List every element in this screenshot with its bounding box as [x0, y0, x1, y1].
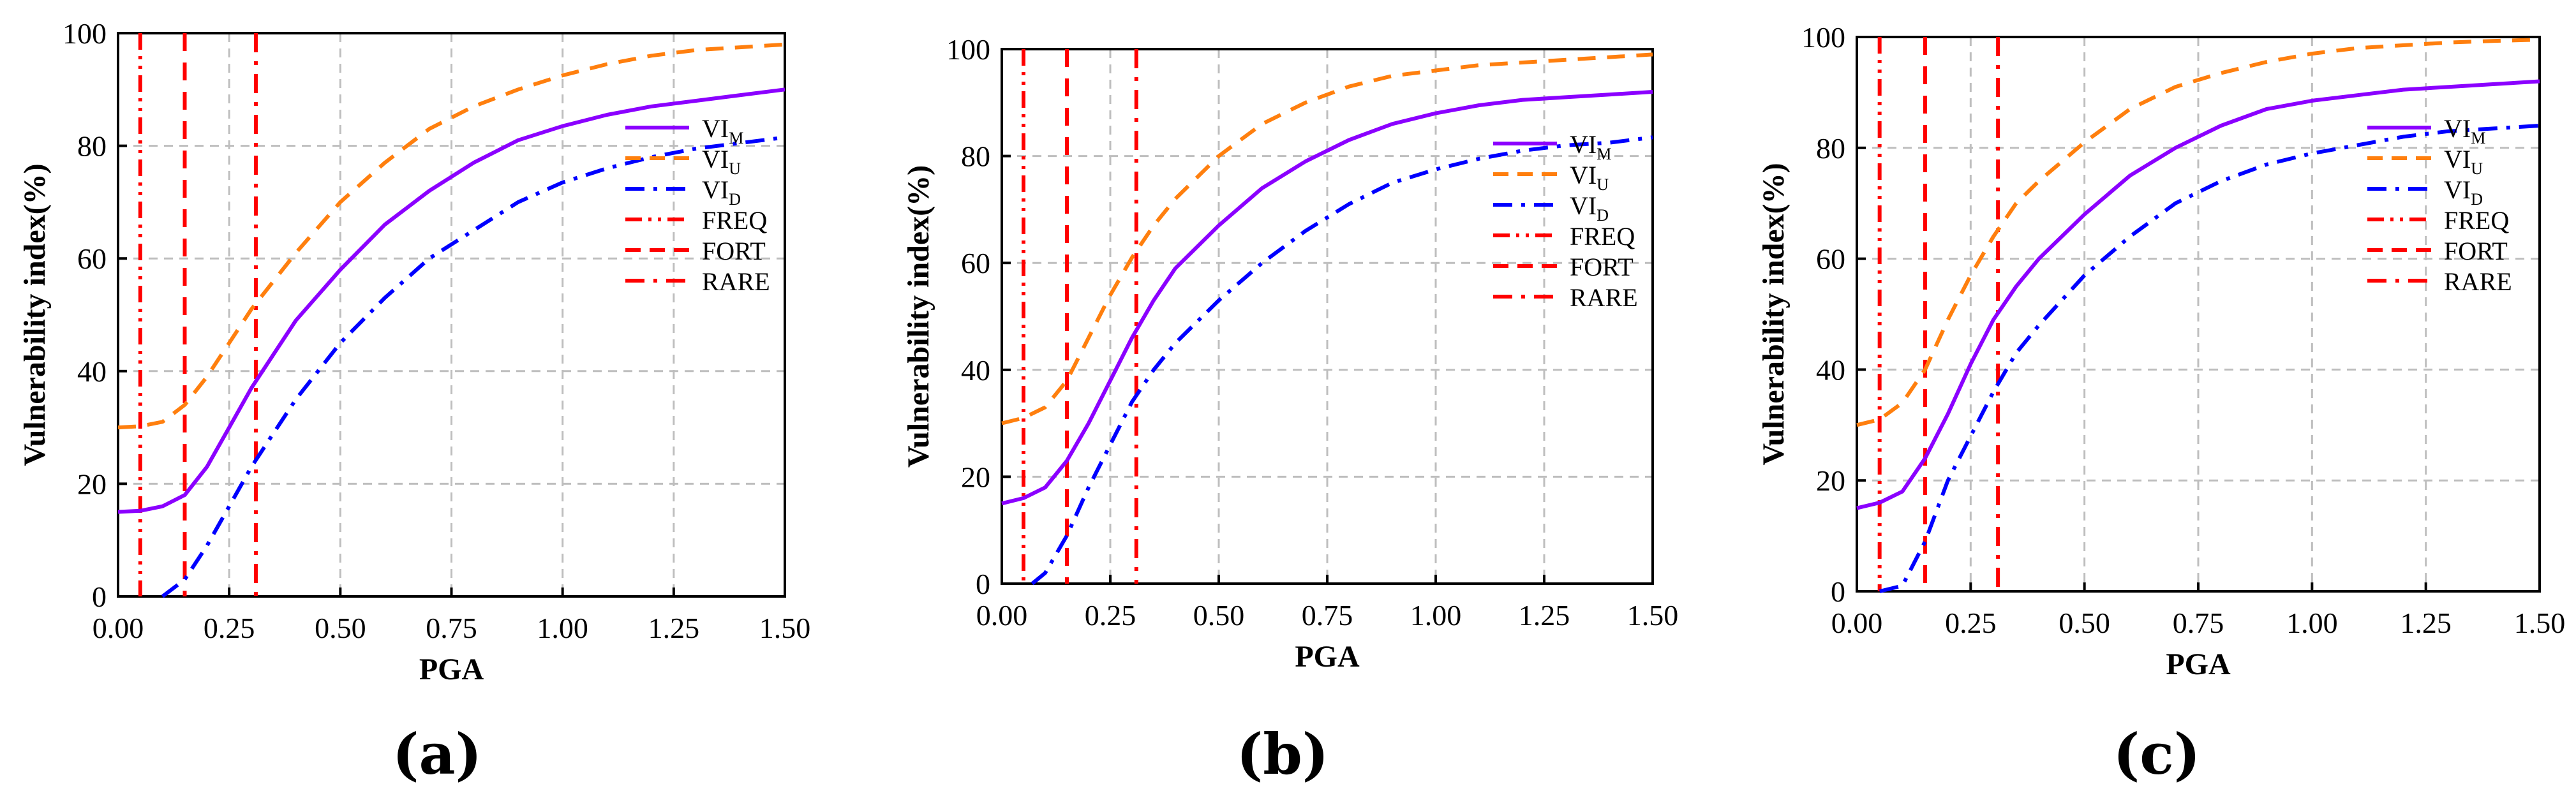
x-tick-label: 0.50 — [1193, 599, 1245, 631]
y-tick-label: 80 — [961, 140, 990, 173]
legend-label-vi-m: VIM — [702, 114, 743, 147]
legend-label-vi-d: VID — [702, 175, 741, 209]
legend-label-rare: RARE — [1570, 283, 1638, 312]
legend-label-fort: FORT — [702, 237, 766, 265]
y-tick-label: 0 — [1831, 575, 1845, 608]
legend-label-fort: FORT — [2444, 237, 2508, 265]
x-tick-label: 0.50 — [2059, 607, 2110, 639]
x-tick-label: 1.25 — [1519, 599, 1570, 631]
series-line-vi-u — [117, 42, 785, 430]
y-tick-label: 20 — [77, 468, 107, 500]
y-tick-label: 40 — [77, 355, 107, 388]
x-tick-label: 1.50 — [2514, 607, 2566, 639]
x-tick-label: 1.00 — [537, 612, 588, 644]
legend-label-freq: FREQ — [2444, 206, 2509, 235]
chart-panel-a: 0.00 0.25 0.50 0.75 1.00 1.25 1.50 0 20 40 60 80 100… — [0, 0, 842, 805]
x-tick-label: 0.00 — [93, 612, 144, 644]
legend-label-vi-d: VID — [2444, 175, 2483, 209]
y-tick-label: 80 — [1816, 132, 1845, 165]
x-tick-label: 0.00 — [976, 599, 1028, 631]
panel-label-c: (c) — [2113, 721, 2201, 787]
x-tick-label: 0.75 — [1302, 599, 1353, 631]
y-tick-label: 60 — [1816, 243, 1845, 276]
legend-label-freq: FREQ — [1570, 222, 1635, 251]
legend-label-rare: RARE — [2444, 267, 2512, 296]
y-tick-label: 0 — [976, 568, 990, 600]
chart-svg-b: 0.00 0.25 0.50 0.75 1.00 1.25 1.50 0 20 40 60 80 100… — [902, 33, 1679, 674]
y-tick-label: 40 — [961, 354, 990, 387]
series-line-vi-d — [1879, 124, 2540, 593]
chart-panel-c: 0.00 0.25 0.50 0.75 1.00 1.25 1.50 0 20 40 60 80 100… — [1729, 0, 2576, 805]
y-tick-label: 20 — [1816, 464, 1845, 497]
x-tick-label: 0.50 — [315, 612, 366, 644]
y-axis-label: Vulnerability index(%) — [902, 165, 935, 468]
y-tick-label: 100 — [1801, 21, 1845, 54]
x-tick-label: 1.50 — [759, 612, 811, 644]
y-tick-label: 0 — [92, 580, 107, 613]
y-tick-label: 80 — [77, 130, 107, 163]
x-tick-label: 1.00 — [2286, 607, 2338, 639]
x-tick-label: 1.25 — [648, 612, 700, 644]
legend-label-vi-m: VIM — [2444, 114, 2485, 147]
series-line-vi-u — [1001, 52, 1653, 425]
x-axis-label: PGA — [2166, 647, 2231, 681]
y-tick-label: 60 — [961, 247, 990, 279]
x-tick-label: 1.50 — [1627, 599, 1679, 631]
panel-label-b: (b) — [1236, 721, 1329, 787]
chart-svg-a: 0.00 0.25 0.50 0.75 1.00 1.25 1.50 0 20 40 60 80 100… — [18, 17, 811, 686]
series-line-vi-m — [117, 87, 785, 514]
y-tick-label: 20 — [961, 461, 990, 493]
legend-label-vi-u: VIU — [702, 145, 741, 178]
legend-label-vi-u: VIU — [1570, 161, 1609, 194]
y-tick-label: 100 — [946, 33, 990, 66]
chart-svg-c: 0.00 0.25 0.50 0.75 1.00 1.25 1.50 0 20 40 60 80 100… — [1757, 21, 2566, 681]
legend-label-vi-d: VID — [1570, 191, 1609, 225]
x-tick-label: 0.25 — [204, 612, 255, 644]
legend-label-vi-u: VIU — [2444, 145, 2483, 178]
legend-label-freq: FREQ — [702, 206, 767, 235]
x-axis-label: PGA — [1295, 640, 1360, 674]
legend-label-vi-m: VIM — [1570, 130, 1611, 163]
x-tick-label: 1.00 — [1410, 599, 1462, 631]
y-tick-label: 40 — [1816, 353, 1845, 386]
x-tick-label: 0.00 — [1831, 607, 1883, 639]
x-tick-label: 1.25 — [2400, 607, 2452, 639]
x-tick-label: 0.25 — [1945, 607, 1997, 639]
panel-label-a: (a) — [392, 721, 482, 787]
legend-label-rare: RARE — [702, 267, 770, 296]
legend-label-fort: FORT — [1570, 253, 1634, 281]
series-line-vi-m — [1001, 90, 1653, 506]
chart-panel-b: 0.00 0.25 0.50 0.75 1.00 1.25 1.50 0 20 40 60 80 100… — [855, 0, 1697, 805]
y-axis-label: Vulnerability index(%) — [18, 163, 52, 466]
y-axis-label: Vulnerability index(%) — [1757, 163, 1791, 465]
x-tick-label: 0.75 — [2173, 607, 2224, 639]
series-line-vi-d — [1031, 135, 1653, 586]
series-line-vi-u — [1856, 38, 2540, 427]
y-tick-label: 100 — [63, 17, 107, 50]
x-axis-label: PGA — [419, 653, 484, 686]
y-tick-label: 60 — [77, 242, 107, 275]
x-tick-label: 0.75 — [426, 612, 477, 644]
series-line-vi-m — [1856, 79, 2540, 510]
x-tick-label: 0.25 — [1085, 599, 1136, 631]
